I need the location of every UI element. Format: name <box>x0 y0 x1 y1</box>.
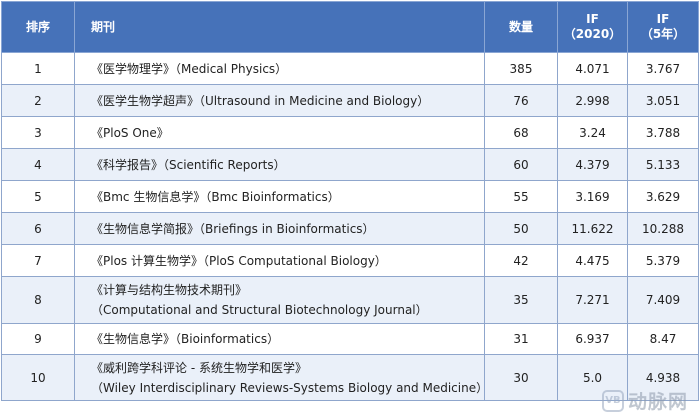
if-2020-cell: 3.24 <box>557 116 628 149</box>
rank-cell: 10 <box>1 354 75 401</box>
rank-cell: 9 <box>1 323 75 355</box>
journal-title-line: 《医学生物学超声》（Ultrasound in Medicine and Bio… <box>91 93 430 108</box>
journal-title-line: 《威利跨学科评论 - 系统生物学和医学》 <box>91 360 307 375</box>
count-cell: 68 <box>484 116 558 149</box>
count-cell: 385 <box>484 52 558 85</box>
journal-cell: 《医学生物学超声》（Ultrasound in Medicine and Bio… <box>74 84 485 117</box>
journal-table: 排序 期刊 数量 IF （2020） IF （5年） 1 《医学物理学》（Medi… <box>1 1 699 401</box>
if-5yr-cell: 3.788 <box>627 116 699 149</box>
rank-cell: 8 <box>1 276 75 324</box>
journal-cell: 《生物信息学》（Bioinformatics） <box>74 323 485 355</box>
journal-cell: 《计算与结构生物技术期刊》 （Computational and Structur… <box>74 276 485 324</box>
journal-cell: 《PloS One》 <box>74 116 485 149</box>
rank-cell: 5 <box>1 180 75 213</box>
count-cell: 76 <box>484 84 558 117</box>
journal-title-line: （Computational and Structural Biotechnol… <box>91 303 428 317</box>
journal-title-line: 《Bmc 生物信息学》（Bmc Bioinformatics） <box>91 189 340 204</box>
if-5yr-cell: 4.938 <box>627 354 699 401</box>
rank-cell: 6 <box>1 212 75 245</box>
table-row: 3 《PloS One》 68 3.24 3.788 <box>1 116 699 149</box>
journal-cell: 《生物信息学简报》（Briefings in Bioinformatics） <box>74 212 485 245</box>
if-5yr-cell: 3.629 <box>627 180 699 213</box>
journal-title-line: 《科学报告》（Scientific Reports） <box>91 157 286 172</box>
if-2020-cell: 4.071 <box>557 52 628 85</box>
if-2020-cell: 5.0 <box>557 354 628 401</box>
journal-title-line: 《计算与结构生物技术期刊》 <box>91 283 248 297</box>
table-row: 5 《Bmc 生物信息学》（Bmc Bioinformatics） 55 3.169 3… <box>1 180 699 213</box>
count-cell: 42 <box>484 244 558 277</box>
header-if-5yr-label: IF <box>656 12 670 26</box>
rank-cell: 1 <box>1 52 75 85</box>
if-2020-cell: 7.271 <box>557 276 628 324</box>
if-2020-cell: 2.998 <box>557 84 628 117</box>
rank-cell: 7 <box>1 244 75 277</box>
header-if-2020-label: IF <box>586 12 599 26</box>
count-cell: 31 <box>484 323 558 355</box>
if-2020-cell: 6.937 <box>557 323 628 355</box>
count-cell: 35 <box>484 276 558 324</box>
rank-cell: 3 <box>1 116 75 149</box>
if-5yr-cell: 5.379 <box>627 244 699 277</box>
count-cell: 50 <box>484 212 558 245</box>
header-if-5yr-period: （5年） <box>640 27 686 41</box>
if-5yr-cell: 3.051 <box>627 84 699 117</box>
journal-cell: 《医学物理学》（Medical Physics） <box>74 52 485 85</box>
header-count: 数量 <box>484 1 558 53</box>
table-row: 9 《生物信息学》（Bioinformatics） 31 6.937 8.47 <box>1 323 699 355</box>
journal-title-line: 《生物信息学简报》（Briefings in Bioinformatics） <box>91 221 375 236</box>
journal-title-line: （Wiley Interdisciplinary Reviews-Systems… <box>91 380 489 395</box>
table-row: 6 《生物信息学简报》（Briefings in Bioinformatics） 5… <box>1 212 699 245</box>
rank-cell: 2 <box>1 84 75 117</box>
if-5yr-cell: 5.133 <box>627 148 699 181</box>
table-row: 7 《Plos 计算生物学》（PloS Computational Biology… <box>1 244 699 277</box>
journal-title-line: 《医学物理学》（Medical Physics） <box>91 61 288 76</box>
table-row: 1 《医学物理学》（Medical Physics） 385 4.071 3.767 <box>1 52 699 85</box>
if-2020-cell: 11.622 <box>557 212 628 245</box>
journal-cell: 《Plos 计算生物学》（PloS Computational Biology） <box>74 244 485 277</box>
header-journal: 期刊 <box>74 1 485 53</box>
table-body: 1 《医学物理学》（Medical Physics） 385 4.071 3.767 2 《… <box>1 52 699 401</box>
if-2020-cell: 4.379 <box>557 148 628 181</box>
header-rank: 排序 <box>1 1 75 53</box>
journal-title-line: 《Plos 计算生物学》（PloS Computational Biology） <box>91 253 387 268</box>
count-cell: 55 <box>484 180 558 213</box>
if-5yr-cell: 3.767 <box>627 52 699 85</box>
journal-title-line: 《PloS One》 <box>91 125 169 140</box>
table-row: 10 《威利跨学科评论 - 系统生物学和医学》 （Wiley Interdiscip… <box>1 354 699 401</box>
header-if-2020-year: （2020） <box>563 27 622 41</box>
if-5yr-cell: 8.47 <box>627 323 699 355</box>
rank-cell: 4 <box>1 148 75 181</box>
table-row: 2 《医学生物学超声》（Ultrasound in Medicine and Bi… <box>1 84 699 117</box>
if-2020-cell: 3.169 <box>557 180 628 213</box>
if-5yr-cell: 7.409 <box>627 276 699 324</box>
table-header-row: 排序 期刊 数量 IF （2020） IF （5年） <box>1 1 699 53</box>
count-cell: 30 <box>484 354 558 401</box>
count-cell: 60 <box>484 148 558 181</box>
if-2020-cell: 4.475 <box>557 244 628 277</box>
header-if-2020: IF （2020） <box>557 1 628 53</box>
journal-cell: 《Bmc 生物信息学》（Bmc Bioinformatics） <box>74 180 485 213</box>
journal-cell: 《科学报告》（Scientific Reports） <box>74 148 485 181</box>
table-row: 4 《科学报告》（Scientific Reports） 60 4.379 5.133 <box>1 148 699 181</box>
header-if-5yr: IF （5年） <box>627 1 699 53</box>
if-5yr-cell: 10.288 <box>627 212 699 245</box>
journal-cell: 《威利跨学科评论 - 系统生物学和医学》 （Wiley Interdiscipli… <box>74 354 489 401</box>
table-row: 8 《计算与结构生物技术期刊》 （Computational and Structu… <box>1 276 699 324</box>
journal-title-line: 《生物信息学》（Bioinformatics） <box>91 332 280 346</box>
